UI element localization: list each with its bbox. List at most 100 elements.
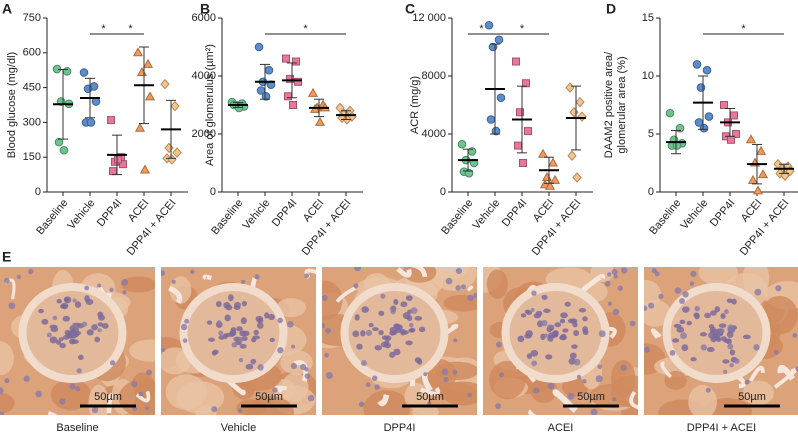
y-tick-label: 600: [23, 47, 41, 59]
data-point: [522, 79, 530, 88]
data-point: [704, 112, 714, 121]
nucleus: [389, 351, 396, 358]
nucleus: [229, 330, 235, 337]
nucleus: [97, 283, 102, 288]
nucleus: [69, 338, 76, 345]
nucleus: [726, 298, 733, 304]
nucleus: [211, 406, 218, 413]
nucleus: [354, 267, 362, 272]
x-tick-label: DPP4I + ACEI: [530, 197, 584, 258]
data-point: [170, 100, 180, 112]
panel-label: A: [2, 1, 12, 17]
y-tick-label: 10: [642, 70, 654, 82]
nucleus: [78, 354, 84, 361]
nucleus: [676, 326, 685, 333]
data-point: [486, 115, 496, 124]
nucleus: [400, 328, 406, 336]
lumen: [335, 286, 356, 303]
nucleus: [564, 301, 571, 307]
y-tick-label: 4000: [422, 128, 446, 140]
nucleus: [74, 301, 82, 308]
data-point: [755, 145, 767, 155]
scale-bar-label: 50µm: [255, 391, 283, 403]
data-point: [577, 111, 587, 122]
significance-label: *: [101, 23, 106, 35]
nucleus: [86, 329, 94, 336]
x-tick-label: ACEI: [126, 197, 152, 224]
y-axis-title: Blood glucose (mg/dl): [6, 52, 18, 158]
data-point: [519, 159, 527, 167]
y-axis-title: Area of glomerulus (µm²): [204, 44, 216, 166]
y-axis-title-line: DAAM2 positive area/: [603, 51, 615, 158]
data-point: [567, 150, 577, 162]
nucleus: [55, 340, 62, 345]
lumen: [748, 365, 765, 382]
nucleus: [729, 349, 736, 356]
nucleus: [754, 288, 762, 296]
nucleus: [455, 285, 461, 291]
scale-bar-label: 50µm: [416, 391, 444, 403]
y-tick-label: 6000: [192, 12, 216, 24]
nucleus: [393, 348, 401, 356]
nucleus: [28, 268, 34, 275]
nucleus: [560, 333, 567, 341]
significance-label: *: [303, 23, 308, 35]
y-tick-label: 5: [648, 128, 654, 140]
data-point: [109, 167, 117, 176]
nucleus: [726, 338, 732, 345]
nucleus: [241, 279, 246, 284]
tubule: [276, 298, 307, 318]
nucleus: [495, 403, 501, 410]
x-tick-label: DPP4I: [95, 197, 125, 229]
nucleus: [467, 392, 473, 398]
nucleus: [719, 328, 725, 334]
lumen: [106, 393, 115, 414]
nucleus: [380, 293, 386, 299]
x-tick-label: Baseline: [647, 197, 683, 237]
nucleus: [146, 369, 153, 376]
data-point: [575, 96, 585, 108]
nucleus: [16, 274, 22, 279]
nucleus: [607, 272, 612, 277]
nucleus: [524, 309, 531, 314]
nucleus: [46, 332, 52, 338]
nucleus: [524, 333, 532, 339]
nucleus: [268, 313, 275, 321]
image-caption: ACEI: [548, 422, 574, 434]
lumen: [629, 390, 638, 410]
x-tick-label: DPP4I: [500, 197, 530, 229]
lumen: [47, 411, 58, 415]
nucleus: [545, 354, 553, 360]
nucleus: [686, 320, 692, 326]
nucleus: [582, 329, 589, 336]
nucleus: [531, 360, 538, 367]
tubule: [120, 276, 155, 293]
nucleus: [598, 330, 606, 338]
nucleus: [190, 269, 195, 275]
nucleus: [526, 353, 533, 359]
nucleus: [629, 320, 636, 327]
nucleus: [72, 322, 81, 327]
nucleus: [499, 372, 505, 378]
y-tick-label: 150: [23, 151, 41, 163]
lumen: [773, 368, 797, 389]
nucleus: [58, 337, 64, 342]
nucleus: [304, 367, 309, 372]
nucleus: [69, 325, 76, 332]
data-point: [254, 42, 264, 52]
nucleus: [648, 302, 655, 309]
nucleus: [455, 267, 463, 275]
nucleus: [543, 333, 548, 338]
data-point: [83, 84, 93, 94]
image-caption: Baseline: [56, 422, 98, 434]
nucleus: [573, 329, 580, 337]
nucleus: [63, 296, 72, 304]
nucleus: [74, 331, 82, 336]
nucleus: [239, 330, 247, 337]
nucleus: [49, 336, 58, 344]
nucleus: [576, 374, 582, 380]
data-point: [286, 74, 294, 83]
nucleus: [723, 309, 729, 315]
nucleus: [254, 274, 260, 280]
data-point: [572, 172, 582, 183]
